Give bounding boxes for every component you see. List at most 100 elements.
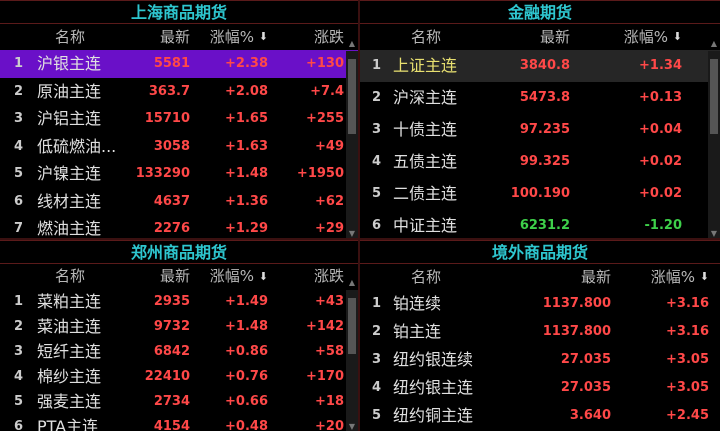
change-value: +255 bbox=[305, 111, 344, 126]
table-row[interactable]: 4 五债主连 99.325 +0.02 bbox=[360, 146, 720, 178]
panel-cffex: 金融期货 名称 最新 涨幅% ⬇ 1 上证主连 3840.8 +1.34 2 沪深主连 5473.8 +… bbox=[360, 0, 720, 238]
row-number: 5 bbox=[372, 186, 382, 201]
row-number: 1 bbox=[372, 58, 382, 73]
table-row[interactable]: 3 短纤主连 6842 +0.86 +58 bbox=[0, 339, 358, 364]
table-row[interactable]: 4 棉纱主连 22410 +0.76 +170 bbox=[0, 364, 358, 389]
column-header: 名称 最新 涨幅% ⬇ bbox=[360, 264, 720, 290]
header-last[interactable]: 最新 bbox=[580, 268, 611, 286]
table-row[interactable]: 3 沪铝主连 15710 +1.65 +255 bbox=[0, 105, 358, 133]
last-price: 5473.8 bbox=[519, 90, 570, 105]
header-last[interactable]: 最新 bbox=[159, 267, 190, 285]
table-row[interactable]: 6 中证主连 6231.2 -1.20 bbox=[360, 210, 720, 238]
instrument-name: 沪深主连 bbox=[393, 88, 458, 107]
header-name[interactable]: 名称 bbox=[411, 268, 442, 286]
panel-czce: 郑州商品期货 名称 最新 涨幅% ⬇ 涨跌 1 菜粕主连 2935 +1.49 +43 2 菜油主连 97… bbox=[0, 240, 358, 431]
change-percent: +0.48 bbox=[225, 419, 268, 431]
instrument-name: 纽约铜主连 bbox=[393, 406, 474, 425]
header-pct[interactable]: 涨幅% ⬇ bbox=[200, 24, 268, 50]
header-chg[interactable]: 涨跌 bbox=[313, 28, 344, 46]
instrument-name: 十债主连 bbox=[393, 120, 458, 139]
header-name[interactable]: 名称 bbox=[55, 28, 86, 46]
last-price: 4154 bbox=[153, 419, 190, 431]
change-percent: -1.20 bbox=[644, 218, 682, 233]
table-row[interactable]: 1 沪银主连 5581 +2.38 +130 bbox=[0, 50, 358, 78]
row-number: 5 bbox=[14, 394, 24, 409]
row-number: 4 bbox=[372, 154, 382, 169]
scrollbar[interactable]: ▼ bbox=[346, 290, 358, 431]
change-value: +130 bbox=[305, 56, 344, 71]
row-number: 6 bbox=[372, 218, 382, 233]
change-percent: +0.13 bbox=[639, 90, 682, 105]
table-row[interactable]: 4 低硫燃油... 3058 +1.63 +49 bbox=[0, 133, 358, 161]
arrow-down-icon: ⬇ bbox=[699, 270, 709, 283]
change-value: +29 bbox=[315, 221, 344, 236]
change-percent: +1.65 bbox=[225, 111, 268, 126]
last-price: 133290 bbox=[135, 166, 190, 181]
table-row[interactable]: 2 沪深主连 5473.8 +0.13 bbox=[360, 82, 720, 114]
last-price: 2734 bbox=[153, 394, 190, 409]
scroll-up-icon[interactable]: ▲ bbox=[348, 278, 356, 287]
table-row[interactable]: 6 线材主连 4637 +1.36 +62 bbox=[0, 188, 358, 216]
change-value: +58 bbox=[315, 344, 344, 359]
header-chg[interactable]: 涨跌 bbox=[313, 267, 344, 285]
header-name[interactable]: 名称 bbox=[55, 267, 86, 285]
header-last[interactable]: 最新 bbox=[159, 28, 190, 46]
last-price: 100.190 bbox=[510, 186, 570, 201]
change-percent: +0.76 bbox=[225, 369, 268, 384]
instrument-name: 纽约银主连 bbox=[393, 378, 474, 397]
table-row[interactable]: 1 铂连续 1137.800 +3.16 bbox=[360, 290, 720, 318]
change-percent: +2.45 bbox=[666, 408, 709, 423]
scrollbar-thumb[interactable] bbox=[348, 59, 356, 134]
instrument-name: 原油主连 bbox=[37, 81, 102, 101]
change-percent: +2.38 bbox=[225, 56, 268, 71]
scrollbar-thumb[interactable] bbox=[348, 298, 356, 355]
instrument-name: 中证主连 bbox=[393, 216, 458, 235]
scroll-up-icon[interactable]: ▲ bbox=[348, 39, 356, 48]
row-number: 1 bbox=[14, 294, 24, 309]
table-row[interactable]: 3 纽约银连续 27.035 +3.05 bbox=[360, 346, 720, 374]
table-row[interactable]: 5 沪镍主连 133290 +1.48 +1950 bbox=[0, 160, 358, 188]
header-pct[interactable]: 涨幅% ⬇ bbox=[200, 264, 268, 289]
row-number: 2 bbox=[14, 319, 24, 334]
instrument-name: 沪银主连 bbox=[37, 54, 102, 73]
header-name[interactable]: 名称 bbox=[411, 28, 442, 46]
last-price: 27.035 bbox=[560, 380, 611, 395]
panel-title: 金融期货 bbox=[360, 0, 720, 24]
scrollbar[interactable]: ▼ bbox=[346, 51, 358, 238]
table-row[interactable]: 1 菜粕主连 2935 +1.49 +43 bbox=[0, 289, 358, 314]
arrow-down-icon: ⬇ bbox=[258, 270, 268, 283]
row-number: 2 bbox=[372, 324, 382, 339]
table-row[interactable]: 1 上证主连 3840.8 +1.34 bbox=[360, 50, 720, 82]
row-number: 5 bbox=[14, 166, 24, 181]
instrument-name: 强麦主连 bbox=[37, 392, 102, 411]
table-row[interactable]: 4 纽约银主连 27.035 +3.05 bbox=[360, 374, 720, 402]
last-price: 2935 bbox=[153, 294, 190, 309]
last-price: 99.325 bbox=[519, 154, 570, 169]
instrument-name: 菜粕主连 bbox=[37, 292, 102, 311]
header-last[interactable]: 最新 bbox=[539, 28, 570, 46]
last-price: 97.235 bbox=[519, 122, 570, 137]
table-row[interactable]: 5 二债主连 100.190 +0.02 bbox=[360, 178, 720, 210]
table-row[interactable]: 2 原油主连 363.7 +2.08 +7.4 bbox=[0, 78, 358, 106]
table-row[interactable]: 5 强麦主连 2734 +0.66 +18 bbox=[0, 389, 358, 414]
scroll-down-icon[interactable]: ▼ bbox=[348, 422, 356, 431]
scrollbar-thumb[interactable] bbox=[710, 59, 718, 134]
change-percent: +0.02 bbox=[639, 154, 682, 169]
change-percent: +3.16 bbox=[666, 296, 709, 311]
change-value: +18 bbox=[315, 394, 344, 409]
table-row[interactable]: 7 燃油主连 2276 +1.29 +29 bbox=[0, 215, 358, 238]
header-pct[interactable]: 涨幅% ⬇ bbox=[590, 24, 682, 50]
table-row[interactable]: 2 铂主连 1137.800 +3.16 bbox=[360, 318, 720, 346]
table-row[interactable]: 6 PTA主连 4154 +0.48 +20 bbox=[0, 414, 358, 431]
header-pct[interactable]: 涨幅% ⬇ bbox=[630, 264, 709, 290]
scroll-down-icon[interactable]: ▼ bbox=[348, 229, 356, 238]
instrument-name: 菜油主连 bbox=[37, 317, 102, 336]
table-row[interactable]: 3 十债主连 97.235 +0.04 bbox=[360, 114, 720, 146]
table-row[interactable]: 2 菜油主连 9732 +1.48 +142 bbox=[0, 314, 358, 339]
panel-shfe: 上海商品期货 名称 最新 涨幅% ⬇ 涨跌 1 沪银主连 5581 +2.38 +130 2 原油主连 3… bbox=[0, 0, 358, 238]
scrollbar[interactable]: ▼ bbox=[708, 51, 720, 238]
scroll-down-icon[interactable]: ▼ bbox=[710, 229, 718, 238]
scroll-up-icon[interactable]: ▲ bbox=[710, 39, 718, 48]
change-percent: +0.86 bbox=[225, 344, 268, 359]
table-row[interactable]: 5 纽约铜主连 3.640 +2.45 bbox=[360, 402, 720, 430]
